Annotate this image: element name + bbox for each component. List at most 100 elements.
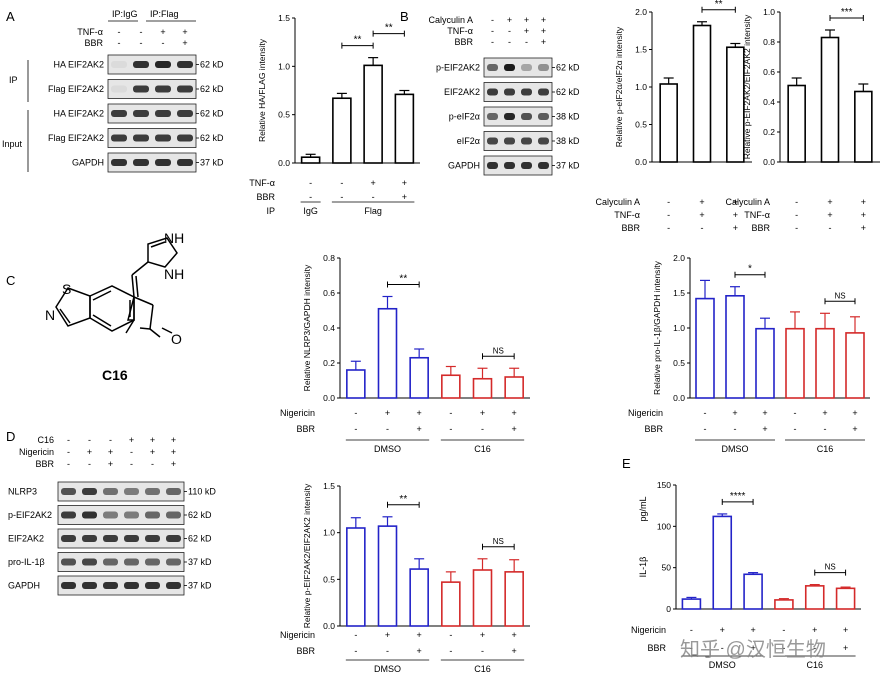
ip-flag-label: IP:Flag: [150, 9, 179, 19]
panel-label-E: E: [622, 456, 631, 471]
factor-value: +: [385, 408, 390, 418]
factor-value: Flag: [364, 206, 382, 216]
factor-value: +: [417, 408, 422, 418]
condition-symbol: +: [182, 38, 187, 48]
bar: [472, 569, 493, 627]
panel-label-B: B: [400, 9, 409, 24]
blot-kd-label: 37 kD: [188, 581, 212, 591]
bar: [346, 527, 366, 627]
bar: [743, 573, 763, 610]
factor-label: TNF-α: [614, 210, 640, 220]
blot-band: [487, 64, 498, 71]
blot-band: [504, 137, 515, 145]
blot-band: [145, 558, 160, 566]
factor-value: -: [354, 630, 357, 640]
factor-value: +: [385, 630, 390, 640]
blot-band: [82, 558, 97, 566]
y-tick-label: 0.6: [323, 288, 335, 298]
factor-value: +: [402, 178, 407, 188]
blot-kd-label: 62 kD: [188, 534, 212, 544]
bar: [815, 327, 835, 399]
blot-kd-label: 37 kD: [556, 161, 580, 171]
blot-row-label: GAPDH: [8, 581, 40, 591]
blot-strip: [57, 575, 185, 596]
condition-symbol: -: [491, 15, 494, 25]
condition-symbol: -: [508, 26, 511, 36]
group-label: C16: [806, 660, 823, 670]
chart-A_bar: 0.0 0.5 1.0 1.5 Relative HA/FLAG intensity **…: [249, 13, 420, 216]
sig-label: NS: [493, 346, 504, 355]
y-tick-label: 1.0: [673, 323, 685, 333]
bar: [845, 332, 865, 399]
blot-band: [103, 488, 118, 495]
watermark-text: 知乎 @汉恒生物: [680, 638, 826, 661]
blot-kd-label: 37 kD: [188, 557, 212, 567]
condition-symbol: -: [491, 37, 494, 47]
condition-symbol: -: [140, 38, 143, 48]
blot-band: [124, 511, 139, 519]
factor-value: -: [690, 643, 693, 653]
blot-band: [177, 85, 193, 93]
condition-symbol: -: [109, 435, 112, 445]
factor-value: -: [829, 223, 832, 233]
cond-label: Nigericin: [19, 447, 54, 457]
factor-value: +: [733, 210, 738, 220]
blot-band: [133, 110, 149, 117]
blot-band: [166, 511, 181, 519]
blot-band: [538, 113, 549, 120]
y-tick-label: 0.4: [763, 97, 775, 107]
factor-value: +: [480, 630, 485, 640]
factor-value: +: [402, 192, 407, 202]
blot-strip: [57, 481, 185, 502]
sig-label: **: [385, 23, 393, 34]
blot-kd-label: 38 kD: [556, 136, 580, 146]
sig-label: NS: [825, 563, 836, 572]
blot-band: [538, 137, 549, 145]
y-axis-label: Relative HA/FLAG intensity: [257, 38, 267, 142]
sig-label: **: [399, 494, 407, 505]
chart-E_il1b: 0 50 100 150 IL-1β pg/mL **** NS Nigericin - + + - + +…: [631, 480, 861, 670]
blot-band: [521, 137, 532, 145]
blot-band: [177, 110, 193, 117]
factor-value: +: [762, 408, 767, 418]
factor-value: -: [386, 424, 389, 434]
blot-row-label: eIF2α: [457, 136, 480, 146]
factor-label: BBR: [751, 223, 770, 233]
blot-band: [103, 558, 118, 566]
y-tick-label: 0.2: [763, 127, 775, 137]
y-tick-label: 0.2: [323, 358, 335, 368]
factor-value: -: [340, 178, 343, 188]
blot-band: [124, 582, 139, 589]
bar: [363, 64, 383, 164]
panel-label-C: C: [6, 273, 15, 288]
factor-value: -: [795, 197, 798, 207]
factor-value: -: [449, 646, 452, 656]
blot-band: [166, 582, 181, 589]
condition-symbol: -: [118, 38, 121, 48]
blot-band: [145, 488, 160, 495]
condition-symbol: -: [88, 435, 91, 445]
blot-kd-label: 110 kD: [188, 487, 216, 497]
blot-band: [521, 88, 532, 96]
group-label: DMSO: [722, 444, 749, 454]
cond-label: TNF-α: [447, 26, 473, 36]
blot-row-label: p-EIF2AK2: [436, 63, 480, 73]
factor-label: BBR: [296, 424, 315, 434]
factor-value: +: [762, 424, 767, 434]
y-tick-label: 0.0: [323, 393, 335, 403]
cond-label: BBR: [454, 37, 473, 47]
factor-value: -: [734, 424, 737, 434]
factor-label: Calyculin A: [595, 197, 640, 207]
blot-D: C16 Nigericin BBR - - - + + + - + + - + + - - + - - + NLR…: [8, 435, 216, 596]
chart-C_proil: 0.0 0.5 1.0 1.5 2.0 Relative pro-IL-1β/GAPDH …: [628, 253, 870, 454]
factor-value: +: [861, 210, 866, 220]
blot-row-label: pro-IL-1β: [8, 557, 45, 567]
blot-band: [103, 582, 118, 589]
compound-name: C16: [102, 367, 128, 383]
blot-band: [111, 159, 127, 166]
y-tick-label: 0: [666, 604, 671, 614]
blot-kd-label: 62 kD: [556, 63, 580, 73]
condition-symbol: -: [491, 26, 494, 36]
factor-value: +: [720, 625, 725, 635]
condition-symbol: -: [525, 37, 528, 47]
